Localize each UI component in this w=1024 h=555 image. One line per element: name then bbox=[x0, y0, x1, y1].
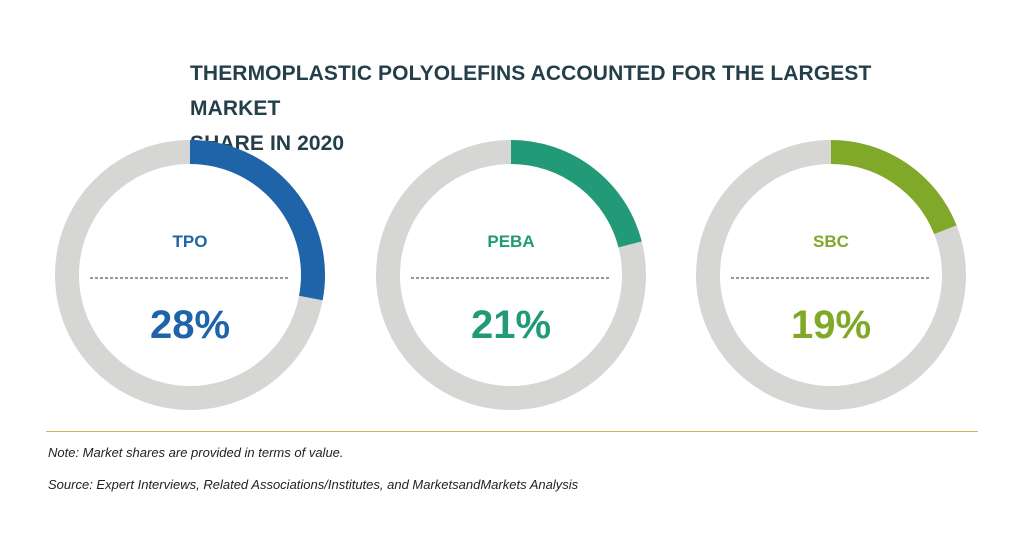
donut-label-sbc: SBC bbox=[813, 232, 849, 251]
footer-divider bbox=[46, 431, 978, 432]
donut-label-peba: PEBA bbox=[487, 232, 534, 251]
donut-slice-tpo bbox=[189, 140, 325, 301]
donut-value-tpo: 28% bbox=[150, 303, 230, 347]
donut-slice-peba bbox=[510, 140, 642, 248]
donut-label-tpo: TPO bbox=[173, 232, 208, 251]
donut-charts-svg: TPO 28% PEBA 21% SBC 19% bbox=[55, 140, 966, 410]
donut-value-peba: 21% bbox=[471, 303, 551, 347]
footnote-source: Source: Expert Interviews, Related Assoc… bbox=[48, 477, 579, 492]
donut-sbc: SBC 19% bbox=[696, 140, 966, 410]
donut-peba: PEBA 21% bbox=[376, 140, 646, 410]
donut-tpo: TPO 28% bbox=[55, 140, 325, 410]
chart-title-line-1: THERMOPLASTIC POLYOLEFINS ACCOUNTED FOR … bbox=[190, 62, 872, 120]
donut-slice-sbc bbox=[830, 140, 957, 235]
donut-charts: TPO 28% PEBA 21% SBC 19% bbox=[0, 130, 1024, 420]
footnote-note: Note: Market shares are provided in term… bbox=[48, 445, 344, 460]
donut-value-sbc: 19% bbox=[791, 303, 871, 347]
